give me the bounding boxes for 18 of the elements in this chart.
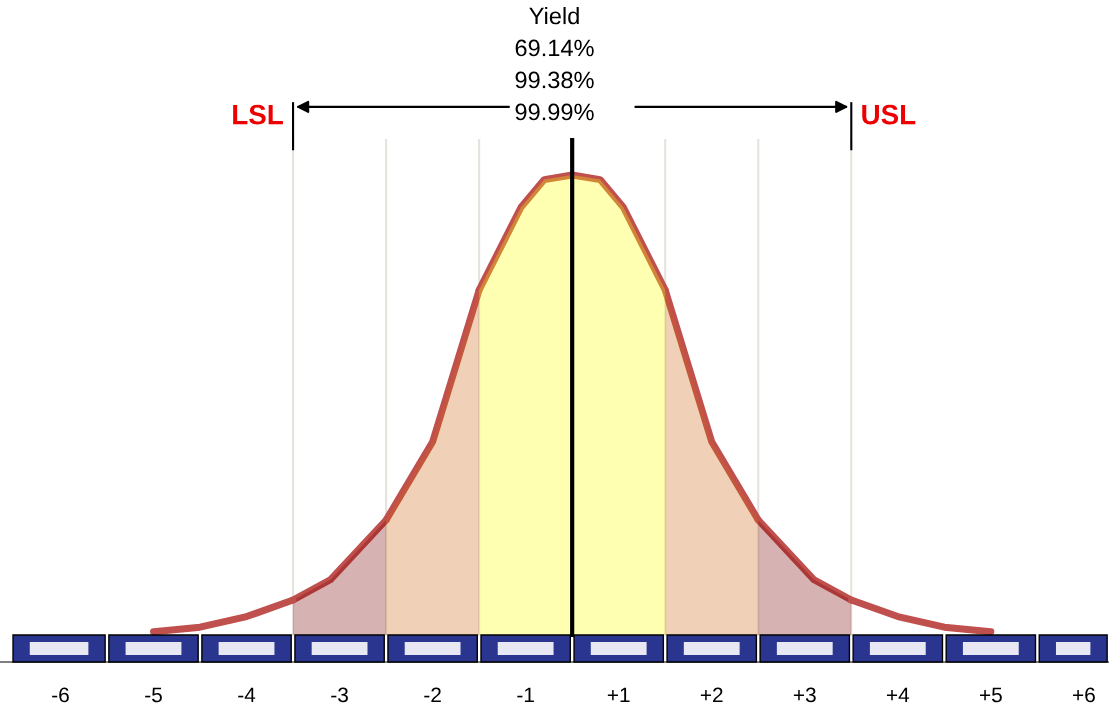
x-tick-label: +6 bbox=[1073, 687, 1095, 703]
ref-line-label: LSL bbox=[233, 104, 283, 125]
text: 99.99% bbox=[515, 103, 594, 121]
x-tick-label: +4 bbox=[886, 687, 910, 703]
x-tick-label: -5 bbox=[145, 687, 162, 703]
text: 69.14% bbox=[515, 39, 594, 57]
x-tick-label: -3 bbox=[331, 687, 348, 703]
x-tick-label: +1 bbox=[607, 687, 630, 703]
text: 99.38% bbox=[515, 71, 594, 89]
x-tick-label: -6 bbox=[52, 687, 69, 703]
x-tick-label: +5 bbox=[979, 687, 1002, 703]
x-tick-label: -1 bbox=[517, 687, 534, 703]
x-tick-label: -4 bbox=[238, 687, 256, 703]
x-tick-label: +2 bbox=[700, 687, 723, 703]
x-tick-label: -2 bbox=[424, 687, 441, 703]
x-tick-label: +3 bbox=[793, 687, 816, 703]
text: Yield bbox=[529, 7, 579, 25]
ref-line-label: USL bbox=[862, 104, 916, 125]
